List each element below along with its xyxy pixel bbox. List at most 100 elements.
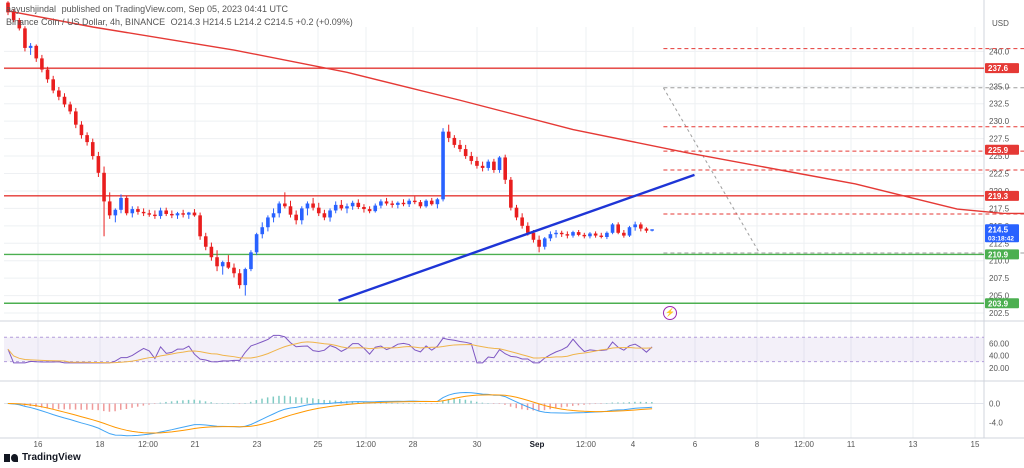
symbol-name[interactable]: Binance Coin / US Dollar, 4h, BINANCE — [6, 17, 166, 27]
macd-histogram-bar — [216, 403, 218, 404]
candle-body — [113, 209, 118, 216]
candle-body — [277, 203, 281, 214]
candle-body — [627, 227, 632, 236]
macd-histogram-bar — [334, 400, 337, 404]
macd-histogram-bar — [413, 403, 416, 404]
candle-body — [57, 90, 61, 97]
macd-histogram-bar — [238, 403, 241, 405]
macd-histogram-bar — [221, 403, 224, 404]
candle-body — [407, 200, 411, 205]
price-tag-label: 210.9 — [988, 250, 1009, 259]
macd-histogram-bar — [447, 399, 450, 404]
candle-body — [650, 229, 654, 231]
tradingview-logo[interactable]: TradingView — [4, 452, 81, 463]
price-tick-label: 240.0 — [989, 47, 1010, 56]
macd-histogram-bar — [136, 403, 139, 407]
macd-histogram-bar — [442, 400, 444, 404]
candle-body — [79, 124, 84, 136]
macd-histogram-bar — [289, 396, 291, 404]
macd-histogram-bar — [521, 403, 523, 410]
macd-histogram-bar — [566, 403, 568, 407]
macd-histogram-bar — [187, 399, 190, 404]
time-tick-label: 18 — [96, 440, 105, 449]
macd-histogram-bar — [278, 395, 280, 404]
candle-body — [350, 202, 355, 207]
macd-histogram-bar — [153, 403, 156, 405]
macd-histogram-bar — [69, 403, 71, 410]
candle-body — [373, 205, 378, 212]
macd-histogram-bar — [492, 403, 495, 405]
grid — [0, 0, 1024, 439]
price-tag-label: 219.3 — [988, 192, 1009, 201]
macd-histogram-bar — [86, 403, 88, 410]
lightning-icon[interactable]: ⚡ — [663, 306, 677, 320]
candle-body — [582, 234, 587, 237]
candle-body — [396, 202, 400, 205]
rsi-tick-label: 20.00 — [989, 364, 1010, 373]
macd-histogram-bar — [103, 403, 105, 412]
candle-body — [559, 232, 564, 235]
macd-histogram-bar — [351, 401, 354, 404]
macd-histogram-bar — [74, 403, 77, 410]
candle-body — [345, 206, 349, 209]
candle-body — [237, 273, 242, 286]
candle-body — [435, 199, 440, 205]
time-tick-label: 12:00 — [794, 440, 815, 449]
candle-body — [554, 232, 558, 235]
macd-histogram-bar — [35, 403, 37, 407]
candle-body — [136, 209, 140, 212]
rsi-tick-label: 60.00 — [989, 339, 1010, 348]
candle-body — [170, 213, 174, 216]
time-axis[interactable]: 16 18 12:00 21 23 25 12:00 28 30 Sep 12:00 4 6 8 12:00… — [34, 440, 980, 449]
price-tick-label: 205.0 — [989, 292, 1010, 301]
macd-histogram-bar — [142, 403, 145, 406]
published-info: published on TradingView.com, Sep 05, 20… — [61, 4, 289, 14]
macd-histogram-bar — [453, 398, 455, 404]
price-axis[interactable]: 202.5205.0207.5210.0212.5215.0217.5220.0… — [985, 47, 1019, 428]
time-tick-label: 12:00 — [356, 440, 377, 449]
candle-body — [85, 135, 89, 143]
candle-body — [469, 156, 474, 161]
macd-tick-label: -4.0 — [989, 419, 1003, 428]
macd-histogram-bar — [159, 402, 162, 404]
price-tick-label: 210.0 — [989, 257, 1010, 266]
candle-body — [316, 207, 321, 214]
candle-body — [322, 213, 327, 218]
candle-body — [599, 235, 604, 237]
price-tag-label: 225.9 — [988, 146, 1009, 155]
macd-histogram-bar — [233, 403, 235, 404]
candle-body — [413, 200, 417, 203]
candle-body — [198, 215, 202, 237]
time-tick-label: 16 — [34, 440, 43, 449]
candle-body — [424, 200, 428, 207]
candle-body — [639, 224, 643, 229]
price-tag-label: 03:18:42 — [988, 235, 1014, 242]
macd-histogram-bar — [475, 401, 478, 404]
candle-body — [492, 161, 496, 171]
candle-body — [220, 262, 225, 267]
candle-body — [254, 234, 259, 253]
macd-histogram-bar — [249, 401, 252, 404]
candle-body — [458, 144, 462, 150]
horizontal-levels — [4, 67, 984, 304]
candle-body — [6, 2, 10, 13]
fib-trend-line — [662, 87, 760, 254]
currency-label: USD — [992, 19, 1009, 28]
macd-histogram-bar — [7, 403, 9, 405]
macd-histogram-bar — [543, 403, 546, 411]
price-tick-label: 225.0 — [989, 152, 1010, 161]
time-tick-label: Sep — [530, 440, 545, 449]
macd-histogram-bar — [504, 403, 506, 405]
trendline[interactable] — [338, 173, 695, 302]
macd-histogram-bar — [509, 403, 512, 407]
candle-body — [249, 252, 253, 270]
macd-histogram-bar — [80, 403, 82, 410]
macd-histogram-bar — [357, 401, 359, 404]
candle-body — [576, 232, 581, 235]
macd-histogram-bar — [46, 403, 49, 409]
candle-body — [565, 234, 570, 236]
macd-histogram-bar — [481, 402, 484, 404]
macd-histogram-bar — [532, 403, 534, 411]
macd-line — [7, 392, 653, 437]
